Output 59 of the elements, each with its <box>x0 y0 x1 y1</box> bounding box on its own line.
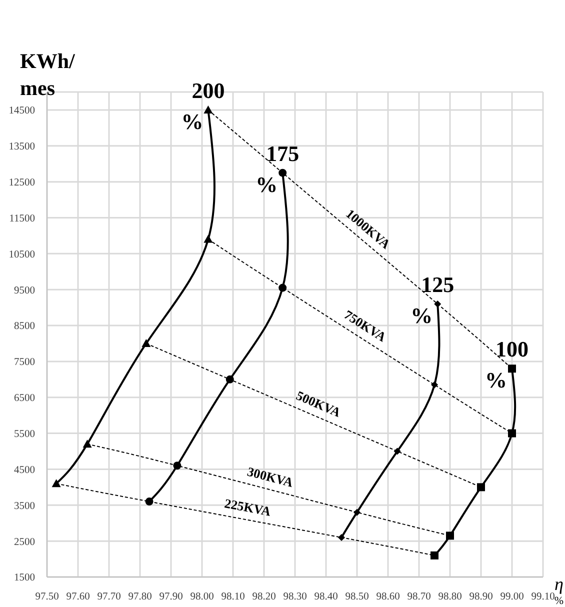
x-tick-label: 98.00 <box>190 591 214 602</box>
y-tick-label: 1500 <box>14 572 35 584</box>
x-tick-label: 98.40 <box>314 591 338 602</box>
x-tick-label: 98.70 <box>407 591 431 602</box>
x-tick-label: 98.90 <box>469 591 493 602</box>
x-tick-label: 97.50 <box>35 591 59 602</box>
y-tick-label: 8500 <box>14 321 35 332</box>
series-label: 200 % <box>181 78 225 134</box>
point <box>173 462 182 470</box>
x-tick-label: 98.50 <box>345 591 369 602</box>
y-tick-label: 13500 <box>8 142 35 153</box>
x-tick-label: 98.10 <box>221 591 245 602</box>
y-tick-label: 9500 <box>14 285 35 296</box>
text: 300KVA <box>246 464 296 490</box>
point <box>477 483 485 492</box>
series-label: 175 % <box>256 140 300 197</box>
y-tick-label: 11500 <box>9 213 35 224</box>
x-tick-label: 98.80 <box>438 591 462 602</box>
x-tick-label: 98.20 <box>252 591 276 602</box>
x-axis-title: η % <box>554 574 564 607</box>
y-tick-label: 3500 <box>14 500 35 512</box>
point <box>446 532 454 540</box>
point <box>142 338 151 347</box>
series-label: 125 % <box>410 272 454 328</box>
point <box>431 381 438 388</box>
x-tick-label: 97.90 <box>159 591 183 602</box>
point <box>278 284 287 292</box>
y-tick-label: 14500 <box>8 106 35 117</box>
point <box>145 498 154 506</box>
text: 225KVA <box>223 496 273 520</box>
point <box>394 448 401 455</box>
point <box>430 551 438 560</box>
x-tick-label: 98.30 <box>283 591 307 602</box>
x-tick-label: 97.60 <box>66 591 90 602</box>
point <box>434 300 442 308</box>
point <box>354 508 360 516</box>
x-tick-label: 99.00 <box>500 591 524 602</box>
y-axis-title: KWh/mes <box>20 49 76 100</box>
series-label: 100 % <box>485 336 528 393</box>
point <box>226 375 234 384</box>
y-tick-label: 12500 <box>8 178 35 189</box>
point <box>204 105 213 114</box>
y-tick-label: 5500 <box>14 429 35 440</box>
x-tick-label: 97.80 <box>128 591 152 602</box>
y-tick-label: 2500 <box>14 536 35 548</box>
point <box>82 440 92 448</box>
point <box>52 479 61 488</box>
x-tick-label: 97.70 <box>97 591 121 602</box>
y-tick-label: 4500 <box>14 464 35 476</box>
y-tick-label: 10500 <box>8 249 35 260</box>
y-tick-label: 7500 <box>14 357 35 368</box>
point <box>204 234 213 243</box>
x-tick-label: 99.10 <box>531 591 555 602</box>
y-tick-label: 6500 <box>14 393 35 404</box>
point <box>338 534 345 541</box>
point <box>508 364 516 373</box>
x-tick-label: 98.60 <box>376 591 400 602</box>
point <box>278 168 287 177</box>
point <box>508 429 516 438</box>
